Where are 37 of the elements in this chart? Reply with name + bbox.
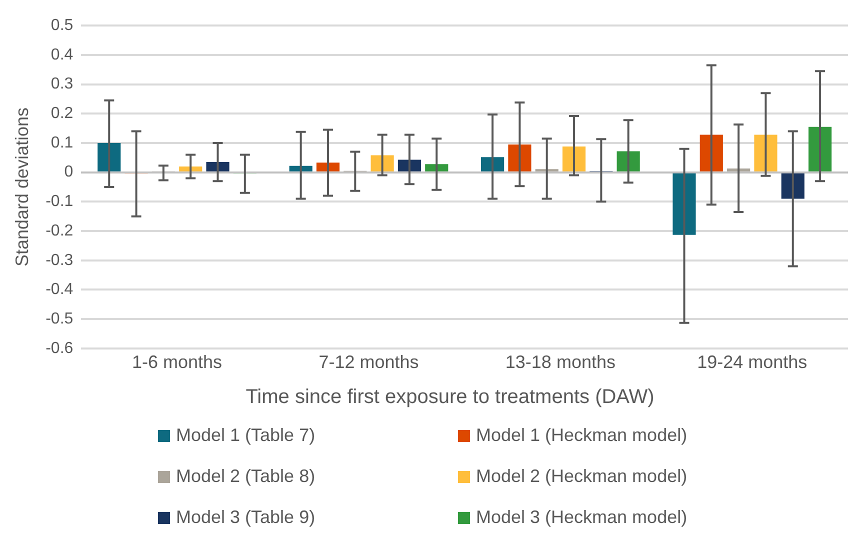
bar: [808, 126, 832, 172]
y-tick-label: -0.1: [46, 193, 74, 210]
y-tick-label: -0.6: [46, 340, 74, 357]
x-axis-title: Time since first exposure to treatments (DAW): [244, 386, 656, 409]
legend-label: Model 1 (Heckman model): [476, 425, 688, 446]
bar: [700, 134, 723, 172]
y-tick-label: 0.4: [50, 46, 74, 64]
legend-label: Model 2 (Heckman model): [476, 466, 688, 487]
bar: [508, 144, 532, 172]
y-tick-label: 0.3: [50, 76, 74, 93]
y-tick-label: -0.4: [46, 281, 74, 298]
bar: [179, 166, 202, 172]
legend-label: Model 3 (Table 9): [176, 507, 316, 528]
bar: [481, 157, 504, 172]
bar: [616, 151, 640, 172]
bar: [781, 173, 804, 199]
bar: [98, 142, 121, 172]
y-tick-label: 0: [64, 164, 74, 181]
legend-label: Model 1 (Table 7): [176, 425, 316, 446]
x-tick-label: 13-18 months: [505, 352, 616, 372]
y-axis-title: Standard deviations: [12, 107, 32, 267]
y-tick-label: -0.3: [46, 252, 74, 269]
legend-label: Model 3 (Heckman model): [476, 507, 688, 528]
y-tick-label: -0.2: [46, 222, 74, 240]
x-tick-label: 7-12 months: [318, 352, 419, 372]
y-tick-label: -0.5: [46, 310, 74, 328]
x-tick-label: 1-6 months: [132, 352, 222, 372]
x-tick-label: 19-24 months: [697, 352, 808, 372]
bar: [206, 162, 230, 172]
y-tick-label: 0.1: [50, 134, 74, 152]
bar: [370, 155, 394, 172]
y-tick-label: 0.5: [50, 17, 74, 34]
bar: [754, 134, 778, 172]
bar: [289, 166, 312, 172]
bar: [672, 173, 696, 235]
y-tick-label: 0.2: [50, 105, 74, 122]
legend-label: Model 2 (Table 8): [176, 466, 316, 487]
